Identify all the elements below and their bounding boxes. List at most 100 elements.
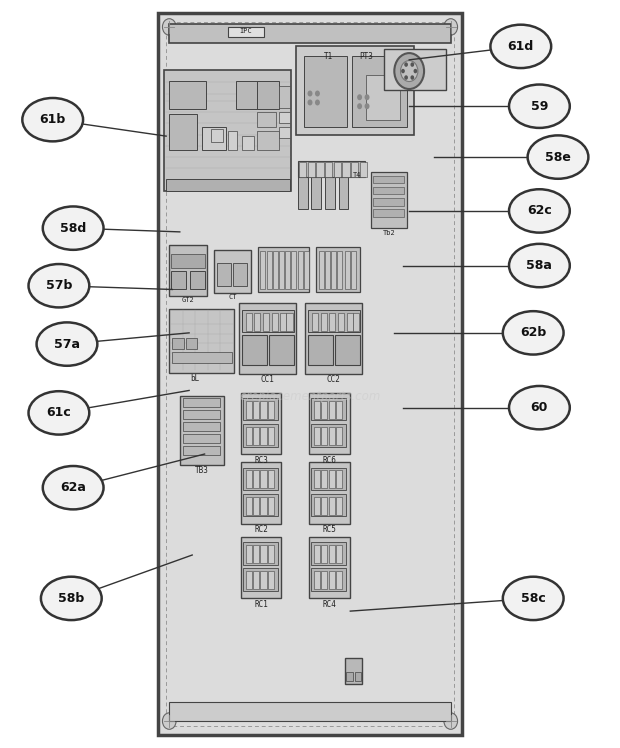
Bar bbox=[329, 427, 335, 445]
Text: RC1: RC1 bbox=[254, 600, 268, 609]
Bar bbox=[329, 545, 335, 563]
Bar bbox=[314, 470, 320, 488]
Bar bbox=[345, 251, 350, 289]
Bar bbox=[253, 571, 259, 589]
Circle shape bbox=[444, 19, 458, 35]
Bar bbox=[308, 310, 360, 332]
Bar bbox=[217, 263, 231, 286]
Text: 58a: 58a bbox=[526, 259, 552, 272]
Bar bbox=[334, 162, 341, 177]
Text: 61c: 61c bbox=[46, 406, 71, 420]
Bar bbox=[171, 254, 205, 268]
Text: PT3: PT3 bbox=[359, 52, 373, 61]
Circle shape bbox=[410, 62, 414, 67]
Bar bbox=[308, 162, 315, 177]
Bar bbox=[279, 251, 284, 289]
Circle shape bbox=[315, 99, 320, 105]
Bar bbox=[166, 179, 290, 191]
Text: 60: 60 bbox=[531, 401, 548, 414]
Bar bbox=[304, 251, 309, 289]
Ellipse shape bbox=[43, 206, 104, 250]
Bar bbox=[352, 56, 407, 127]
Bar bbox=[253, 427, 259, 445]
Bar bbox=[211, 129, 223, 142]
Bar bbox=[166, 22, 454, 726]
Bar bbox=[272, 313, 278, 331]
Text: T1: T1 bbox=[324, 52, 333, 61]
Circle shape bbox=[365, 94, 370, 100]
Bar bbox=[314, 427, 320, 445]
Text: 61d: 61d bbox=[508, 40, 534, 53]
Bar bbox=[342, 162, 350, 177]
Bar bbox=[351, 251, 356, 289]
Bar bbox=[243, 568, 278, 591]
Text: 62b: 62b bbox=[520, 326, 546, 340]
Bar bbox=[246, 545, 252, 563]
Bar bbox=[241, 537, 281, 598]
Ellipse shape bbox=[509, 85, 570, 128]
Text: ereplacementparts.com: ereplacementparts.com bbox=[239, 390, 381, 403]
Bar bbox=[158, 13, 462, 735]
Bar bbox=[243, 398, 278, 420]
Bar bbox=[314, 571, 320, 589]
Bar bbox=[279, 127, 290, 138]
Ellipse shape bbox=[41, 577, 102, 620]
Bar bbox=[338, 313, 344, 331]
Text: 58c: 58c bbox=[521, 592, 546, 605]
Bar bbox=[373, 198, 404, 206]
Text: 62a: 62a bbox=[60, 481, 86, 494]
Bar bbox=[311, 424, 346, 447]
Bar bbox=[384, 49, 446, 90]
Text: T4: T4 bbox=[353, 172, 361, 178]
Bar bbox=[321, 497, 327, 515]
Bar bbox=[183, 398, 220, 407]
Bar bbox=[246, 571, 252, 589]
Bar bbox=[298, 161, 365, 177]
Bar bbox=[329, 401, 335, 419]
Bar bbox=[246, 401, 252, 419]
Bar bbox=[347, 313, 353, 331]
Bar bbox=[268, 545, 274, 563]
Text: 58b: 58b bbox=[58, 592, 84, 605]
Ellipse shape bbox=[528, 135, 588, 179]
Circle shape bbox=[410, 76, 414, 80]
Bar bbox=[268, 401, 274, 419]
Bar bbox=[337, 251, 342, 289]
Bar bbox=[172, 338, 184, 349]
Bar bbox=[312, 313, 318, 331]
Bar bbox=[257, 131, 279, 150]
Bar bbox=[202, 127, 226, 150]
Bar bbox=[260, 401, 267, 419]
Bar bbox=[311, 468, 346, 490]
Bar bbox=[253, 497, 259, 515]
Ellipse shape bbox=[29, 264, 89, 307]
Text: bL: bL bbox=[191, 374, 200, 383]
Bar bbox=[311, 542, 346, 565]
Bar bbox=[260, 497, 267, 515]
Bar bbox=[258, 247, 309, 292]
Bar bbox=[325, 251, 330, 289]
Bar bbox=[321, 427, 327, 445]
Ellipse shape bbox=[37, 322, 97, 366]
Text: CT: CT bbox=[228, 294, 237, 300]
Bar bbox=[214, 250, 251, 293]
Text: IPC: IPC bbox=[240, 28, 252, 34]
Text: Tb2: Tb2 bbox=[383, 230, 395, 236]
Circle shape bbox=[394, 53, 424, 89]
Bar bbox=[316, 162, 324, 177]
Bar bbox=[254, 313, 260, 331]
Bar bbox=[236, 81, 260, 109]
Bar bbox=[186, 338, 197, 349]
Bar bbox=[242, 310, 294, 332]
Bar bbox=[180, 396, 224, 465]
Ellipse shape bbox=[509, 386, 570, 429]
Bar bbox=[242, 335, 267, 365]
Bar bbox=[169, 114, 197, 150]
Circle shape bbox=[357, 94, 362, 100]
Bar bbox=[321, 571, 327, 589]
Bar bbox=[309, 462, 350, 524]
Text: RC4: RC4 bbox=[322, 600, 336, 609]
Bar bbox=[298, 251, 303, 289]
Bar bbox=[243, 494, 278, 516]
Bar bbox=[183, 446, 220, 455]
